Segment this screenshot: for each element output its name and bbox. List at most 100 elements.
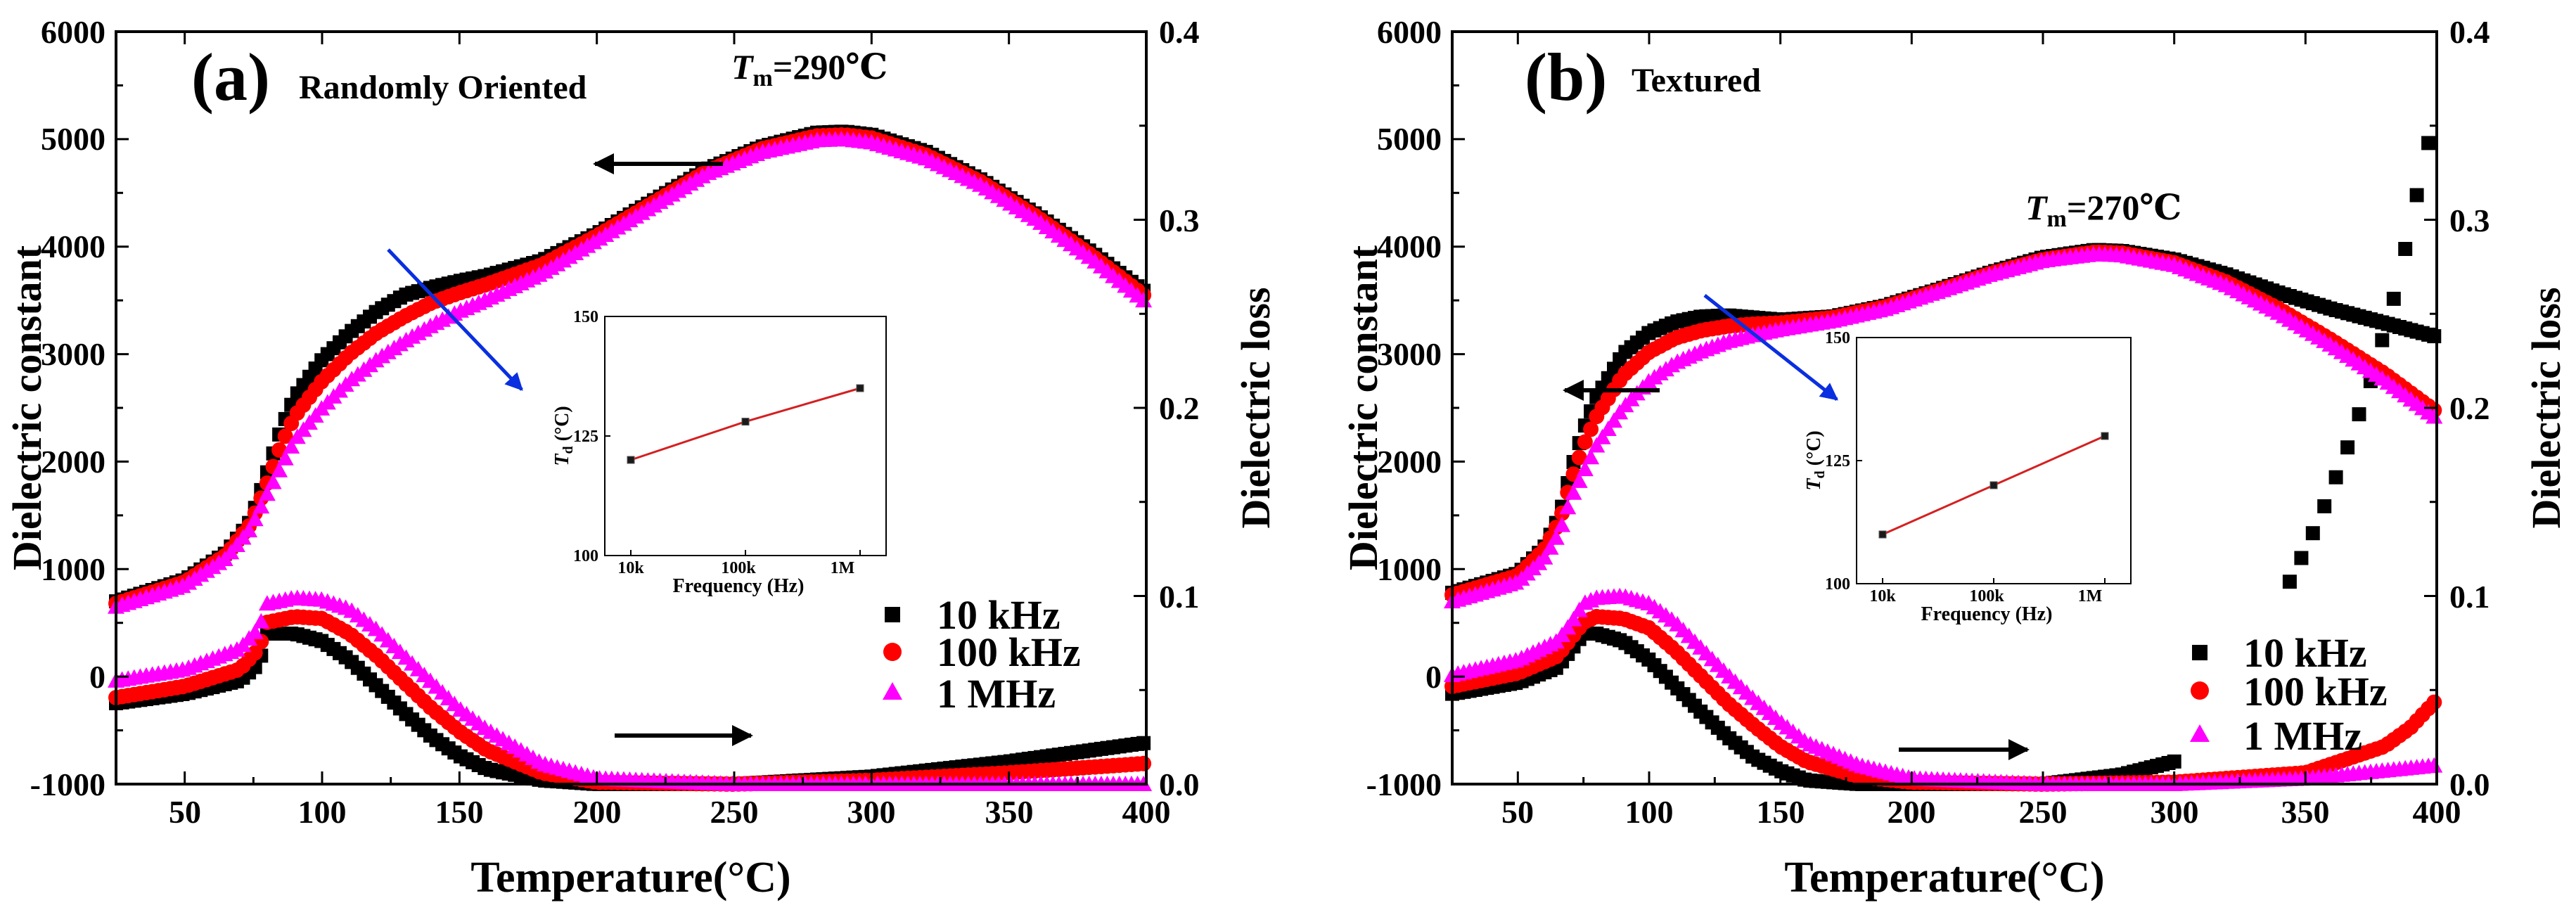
x-tick: 400 xyxy=(1122,794,1171,830)
y-left-tick: 1000 xyxy=(1377,551,1442,587)
panel-a-title: Randomly Oriented xyxy=(299,69,587,106)
data-point xyxy=(1559,619,1577,635)
data-point xyxy=(2294,551,2309,565)
panel-a: -1000 0 1000 2000 3000 4000 5000 6000 0.… xyxy=(4,14,1279,902)
panel-a-tm-annotation: Tm=290℃ xyxy=(731,47,887,91)
panel-a-y-left-label: Dielectric constant xyxy=(4,245,50,570)
panel-a-y-right-tick-labels: 0.0 0.1 0.2 0.3 0.4 xyxy=(1159,14,1200,802)
data-point xyxy=(1599,421,1617,436)
legend-marker-1mhz xyxy=(2190,724,2210,742)
data-point xyxy=(2386,291,2401,306)
panel-b-y-left-label: Dielectric constant xyxy=(1340,245,1386,570)
y-left-tick: -1000 xyxy=(30,767,105,802)
legend-label-100khz: 100 kHz xyxy=(2243,669,2388,714)
data-point xyxy=(2398,242,2413,256)
data-point xyxy=(1547,529,1565,545)
data-point xyxy=(2305,526,2320,541)
data-point xyxy=(1582,449,1600,465)
data-point xyxy=(1536,549,1553,565)
inset-x-tick: 1M xyxy=(831,559,855,577)
inset-x-tick: 10k xyxy=(1869,587,1896,605)
data-point xyxy=(246,511,264,527)
panel-a-tick-marks xyxy=(115,30,1148,785)
legend-marker-100khz xyxy=(883,643,902,661)
legend-label-10khz: 10 kHz xyxy=(2243,630,2367,676)
data-point xyxy=(2409,188,2424,203)
data-point xyxy=(2427,329,2442,344)
data-point xyxy=(2328,470,2343,485)
x-tick: 50 xyxy=(1501,794,1534,830)
data-point xyxy=(1588,437,1606,453)
data-point xyxy=(246,623,264,639)
panel-b-tm-annotation: Tm=270℃ xyxy=(2025,188,2181,232)
data-point xyxy=(2426,694,2442,710)
data-point xyxy=(1594,428,1611,444)
series-1mhz-permittivity xyxy=(108,131,1153,614)
x-tick: 50 xyxy=(169,794,201,830)
y-left-tick: 4000 xyxy=(1377,229,1442,264)
data-point xyxy=(1571,449,1587,466)
data-point xyxy=(2426,408,2443,424)
data-point xyxy=(2352,407,2366,422)
data-point xyxy=(1583,421,1599,437)
y-left-tick: 0 xyxy=(89,659,105,695)
inset-y-tick: 100 xyxy=(573,547,598,565)
panel-b-y-left-tick-labels: -1000 0 1000 2000 3000 4000 5000 6000 xyxy=(1366,14,1442,802)
inset-y-tick: 100 xyxy=(1825,575,1850,594)
data-point xyxy=(2375,333,2390,347)
data-point xyxy=(1136,755,1152,771)
y-left-tick: 6000 xyxy=(41,14,105,50)
y-right-tick: 0.4 xyxy=(2449,14,2490,50)
panel-a-y-right-label: Dielectric loss xyxy=(1233,287,1279,528)
x-tick: 200 xyxy=(573,794,622,830)
x-tick: 250 xyxy=(710,794,759,830)
data-point xyxy=(264,473,282,489)
y-left-tick: 3000 xyxy=(41,336,105,372)
panel-b-title: Textured xyxy=(1632,62,1761,99)
data-point xyxy=(252,498,270,514)
y-left-tick: 2000 xyxy=(1377,444,1442,480)
y-left-tick: -1000 xyxy=(1366,767,1442,802)
data-point xyxy=(1565,610,1582,627)
inset-data-point xyxy=(1878,530,1887,539)
data-point xyxy=(1577,434,1593,450)
x-tick: 200 xyxy=(1888,794,1936,830)
inset-data-point xyxy=(741,418,750,426)
y-left-tick: 3000 xyxy=(1377,336,1442,372)
panel-a-frequency-arrow xyxy=(387,248,523,391)
y-left-tick: 6000 xyxy=(1377,14,1442,50)
inset-y-tick: 150 xyxy=(1825,329,1850,347)
panel-a-legend: 10 kHz 100 kHz 1 MHz xyxy=(883,592,1081,717)
y-right-tick: 0.1 xyxy=(2449,579,2490,615)
panel-b-legend: 10 kHz 100 kHz 1 MHz xyxy=(2190,630,2388,759)
data-point xyxy=(276,449,294,466)
x-tick: 350 xyxy=(985,794,1034,830)
y-right-tick: 0.2 xyxy=(2449,390,2490,426)
inset-y-tick: 125 xyxy=(573,428,598,446)
y-right-tick: 0.1 xyxy=(1159,579,1200,615)
x-tick: 150 xyxy=(435,794,484,830)
data-point xyxy=(241,522,258,538)
x-tick: 300 xyxy=(2151,794,2199,830)
legend-marker-10khz xyxy=(885,607,900,622)
x-tick: 400 xyxy=(2413,794,2461,830)
y-left-tick: 5000 xyxy=(41,121,105,157)
inset-data-point xyxy=(856,384,864,392)
data-point xyxy=(1559,499,1577,515)
data-point xyxy=(2340,440,2355,455)
y-left-tick: 4000 xyxy=(41,229,105,264)
panel-b-x-label: Temperature(°C) xyxy=(1784,854,2104,902)
data-point xyxy=(1576,461,1594,477)
data-point xyxy=(1565,484,1582,500)
legend-label-1mhz: 1 MHz xyxy=(2243,713,2362,759)
data-point xyxy=(2282,575,2297,589)
data-point xyxy=(2167,754,2181,769)
inset-data-point xyxy=(1989,481,1998,489)
data-point xyxy=(1136,736,1151,750)
legend-marker-10khz xyxy=(2192,645,2207,660)
panel-a-x-tick-labels: 50 100 150 200 250 300 350 400 xyxy=(169,794,1171,830)
data-point xyxy=(1570,472,1588,488)
panel-a-inset: 100 125 150 10k 100k 1M Frequency (Hz) T… xyxy=(551,308,887,597)
panel-b-y-right-tick-labels: 0.0 0.1 0.2 0.3 0.4 xyxy=(2449,14,2490,802)
y-right-tick: 0.0 xyxy=(1159,767,1200,802)
